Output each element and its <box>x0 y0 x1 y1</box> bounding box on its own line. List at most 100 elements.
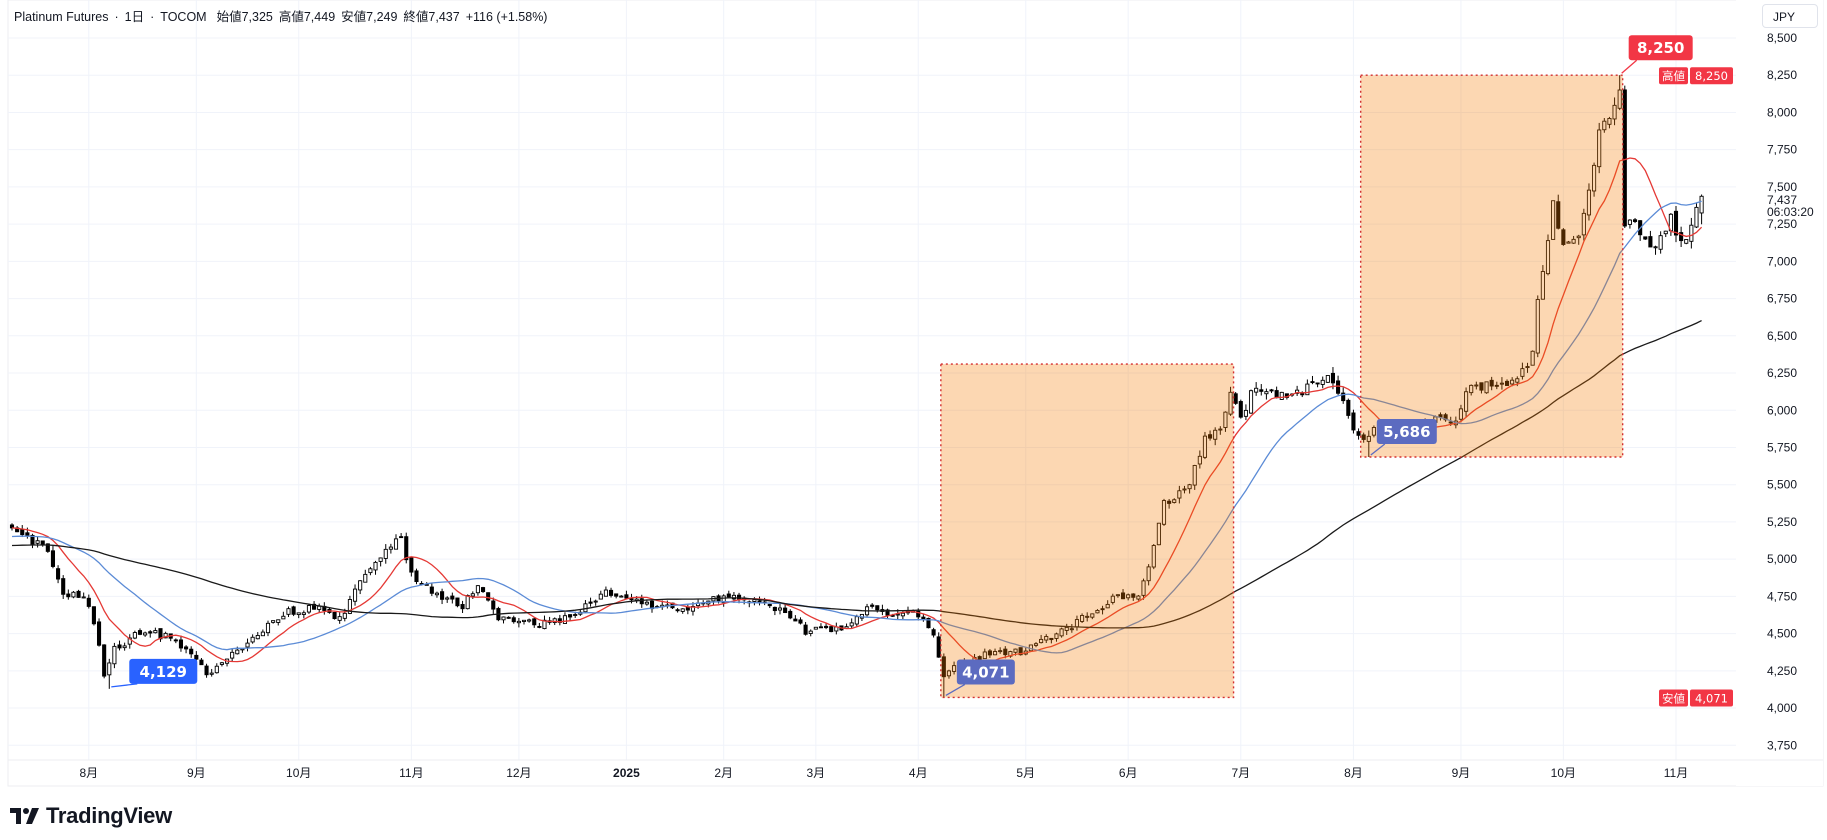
candle <box>337 612 342 624</box>
time-axis-label: 2025 <box>613 766 640 780</box>
candle <box>117 640 122 651</box>
badge-label-bg <box>1659 67 1688 85</box>
candle-body-up <box>132 632 137 639</box>
candle <box>460 600 465 614</box>
candle-body-up <box>373 561 378 571</box>
candle-body-up <box>71 591 76 598</box>
candle-body-up <box>1187 484 1192 490</box>
candle-body-up <box>1039 638 1044 644</box>
candle <box>568 614 573 621</box>
candle <box>1054 632 1059 642</box>
candle <box>291 605 296 617</box>
candle <box>1464 387 1469 418</box>
candle <box>1156 522 1161 546</box>
candle-body-up <box>1182 488 1187 491</box>
candle <box>936 632 941 658</box>
candle-body-up <box>1551 200 1556 240</box>
candle <box>542 615 547 630</box>
candle <box>1663 230 1668 238</box>
candle-body-up <box>998 650 1003 653</box>
candle-body-up <box>1059 628 1064 637</box>
candle-body-down <box>1479 382 1484 391</box>
candle <box>1151 543 1156 570</box>
candle-body-down <box>608 589 614 596</box>
candle <box>378 557 383 567</box>
tradingview-logo[interactable]: TradingView <box>10 803 172 829</box>
brand-name: TradingView <box>46 803 172 828</box>
candle-body-up <box>644 601 649 605</box>
time-axis-label: 5月 <box>1016 766 1035 780</box>
candle <box>178 635 184 652</box>
ohlc-open: 始値7,325 <box>216 10 273 24</box>
candle <box>184 645 189 654</box>
candle-body-down <box>511 617 516 623</box>
candle <box>1602 118 1607 133</box>
candle-body-up <box>1607 117 1612 125</box>
candle-body-down <box>1648 236 1653 248</box>
candle-body-down <box>614 593 619 597</box>
candle-body-up <box>1279 391 1284 400</box>
callout-label: 4,129 <box>140 663 187 681</box>
candle <box>1064 623 1069 636</box>
candle-body-down <box>102 644 107 677</box>
candle-body-up <box>209 672 214 675</box>
candle-body-down <box>1003 648 1008 656</box>
currency-button[interactable]: JPY <box>1762 4 1818 28</box>
candle-body-up <box>1520 368 1525 377</box>
candle-body-up <box>250 636 255 643</box>
candle-body-down <box>1561 229 1566 245</box>
candle <box>102 644 107 679</box>
candle <box>1315 382 1320 388</box>
candle <box>1673 206 1679 243</box>
date-price-range-highlight <box>940 363 1235 699</box>
last-price-label: 7,437 <box>1767 193 1797 207</box>
candle-body-down <box>588 601 593 604</box>
candle-body-up <box>143 632 148 636</box>
candle-body-down <box>1233 393 1238 404</box>
candle <box>1561 228 1566 246</box>
candle <box>450 592 455 604</box>
candle-body-up <box>849 622 854 627</box>
candle-body-down <box>1632 219 1638 222</box>
candle <box>624 590 629 599</box>
candle <box>332 611 337 620</box>
candle-body-down <box>399 536 404 539</box>
candle-body-up <box>1530 350 1535 366</box>
candle <box>1120 589 1126 600</box>
candle-body-up <box>1202 435 1208 458</box>
price-axis-label: 4,750 <box>1767 589 1797 603</box>
candle <box>276 619 281 626</box>
symbol-name[interactable]: Platinum Futures <box>14 10 109 24</box>
candle <box>1090 613 1095 620</box>
candle-body-down <box>291 606 296 615</box>
interval[interactable]: 1日 <box>124 10 145 24</box>
badge-label: 高値 <box>1662 69 1685 83</box>
candle <box>941 653 946 698</box>
candle-body-up <box>445 597 450 600</box>
candle <box>465 594 470 610</box>
candle-body-up <box>1013 648 1018 653</box>
candle-body-up <box>516 620 521 624</box>
candle-body-up <box>1653 246 1658 249</box>
badge-value: 4,071 <box>1695 691 1728 705</box>
candle <box>301 610 306 619</box>
candle <box>680 608 685 614</box>
separator: · <box>114 10 119 24</box>
exchange: TOCOM <box>160 10 207 24</box>
candle-body-down <box>56 568 61 580</box>
candle <box>1136 594 1141 601</box>
candle <box>214 663 219 674</box>
candle <box>603 586 608 597</box>
candle-body-down <box>194 654 199 660</box>
candle <box>1192 464 1197 490</box>
candle <box>245 638 250 652</box>
moving-average-25 <box>11 200 1702 654</box>
high-price-badge: 高値 8,250 <box>1659 67 1733 85</box>
candle-body-down <box>537 625 542 628</box>
candle-body-up <box>214 665 219 674</box>
candle-body-up <box>946 670 952 677</box>
candle <box>66 589 71 600</box>
candle-body-up <box>35 540 40 544</box>
candle-body-up <box>1085 615 1090 618</box>
